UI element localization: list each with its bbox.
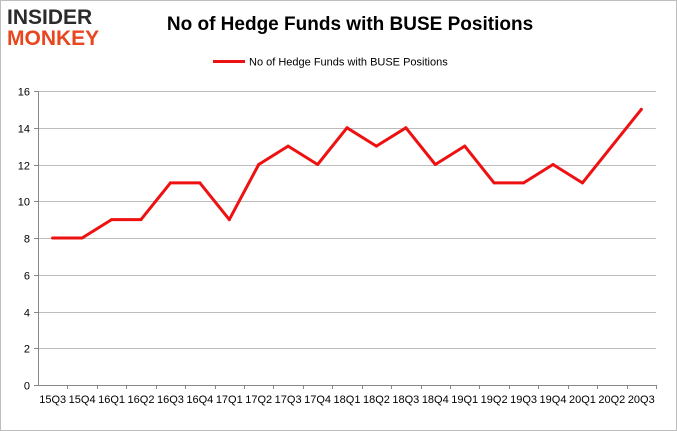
legend: No of Hedge Funds with BUSE Positions xyxy=(213,57,448,69)
x-tick-label-16Q4: 16Q4 xyxy=(186,394,213,406)
y-tick-label-0: 0 xyxy=(24,381,30,393)
x-tick-label-15Q3: 15Q3 xyxy=(39,394,66,406)
x-tick-label-18Q1: 18Q1 xyxy=(334,394,361,406)
x-tick-label-19Q4: 19Q4 xyxy=(540,394,567,406)
y-tick-label-4: 4 xyxy=(24,308,30,320)
x-tick-label-18Q3: 18Q3 xyxy=(392,394,419,406)
y-tick-labels: 0 2 4 6 8 10 12 14 16 xyxy=(18,87,30,393)
x-tick-label-18Q2: 18Q2 xyxy=(363,394,390,406)
y-tick-label-12: 12 xyxy=(18,161,30,173)
logo-line-1: INSIDER xyxy=(7,6,93,29)
data-point-17Q1 xyxy=(227,218,231,222)
data-point-19Q1 xyxy=(463,144,467,148)
data-point-17Q4 xyxy=(316,163,320,166)
y-tick-label-2: 2 xyxy=(24,344,30,356)
x-tick-label-19Q1: 19Q1 xyxy=(451,394,478,406)
x-tick-label-16Q1: 16Q1 xyxy=(98,394,125,406)
data-point-15Q3 xyxy=(51,236,55,240)
data-point-18Q3 xyxy=(404,126,408,130)
y-tick-label-16: 16 xyxy=(18,87,30,99)
data-point-17Q3 xyxy=(286,144,290,148)
data-point-19Q3 xyxy=(522,181,526,185)
x-tick-label-17Q1: 17Q1 xyxy=(216,394,243,406)
x-tick-label-20Q2: 20Q2 xyxy=(598,394,625,406)
data-point-18Q2 xyxy=(374,144,378,148)
data-point-18Q1 xyxy=(345,126,349,130)
data-point-20Q3 xyxy=(639,107,643,111)
data-point-19Q4 xyxy=(551,163,555,166)
data-point-15Q4 xyxy=(80,236,84,240)
x-tick-label-17Q2: 17Q2 xyxy=(245,394,272,406)
axes xyxy=(34,91,657,389)
data-point-16Q1 xyxy=(110,218,114,222)
x-tick-label-17Q3: 17Q3 xyxy=(275,394,302,406)
x-tick-label-20Q1: 20Q1 xyxy=(569,394,596,406)
data-point-19Q2 xyxy=(492,181,496,185)
data-point-16Q2 xyxy=(139,218,143,222)
x-tick-label-19Q2: 19Q2 xyxy=(481,394,508,406)
x-tick-label-15Q4: 15Q4 xyxy=(69,394,96,406)
x-tick-label-16Q2: 16Q2 xyxy=(128,394,155,406)
y-tick-label-6: 6 xyxy=(24,271,30,283)
series-layer xyxy=(51,107,643,240)
legend-label: No of Hedge Funds with BUSE Positions xyxy=(249,57,448,69)
x-tick-label-20Q3: 20Q3 xyxy=(628,394,655,406)
data-point-20Q2 xyxy=(610,144,614,148)
chart-title: No of Hedge Funds with BUSE Positions xyxy=(166,14,534,35)
y-tick-label-14: 14 xyxy=(18,124,30,136)
x-tick-label-19Q3: 19Q3 xyxy=(510,394,537,406)
data-point-16Q3 xyxy=(168,181,172,185)
data-point-16Q4 xyxy=(198,181,202,185)
data-point-17Q2 xyxy=(257,163,261,166)
y-tick-label-10: 10 xyxy=(18,197,30,209)
data-point-20Q1 xyxy=(580,181,584,185)
x-tick-labels: 15Q3 15Q4 16Q1 16Q2 16Q3 16Q4 17Q1 17Q2 17Q3 17Q4… xyxy=(39,394,654,406)
insider-monkey-logo: INSIDER MONKEY xyxy=(7,7,125,49)
gridlines xyxy=(38,91,656,349)
data-point-18Q4 xyxy=(433,163,437,166)
x-tick-label-16Q3: 16Q3 xyxy=(157,394,184,406)
logo-line-2: MONKEY xyxy=(7,27,100,50)
y-tick-label-8: 8 xyxy=(24,234,30,246)
x-tick-label-17Q4: 17Q4 xyxy=(304,394,331,406)
x-tick-label-18Q4: 18Q4 xyxy=(422,394,449,406)
